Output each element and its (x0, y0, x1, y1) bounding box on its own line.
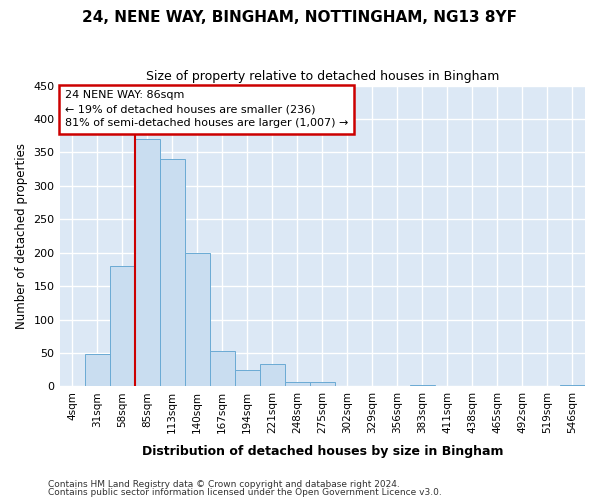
Bar (110, 266, 134, 386)
Bar (235, 370, 260, 386)
Bar (209, 351, 235, 386)
Y-axis label: Number of detached properties: Number of detached properties (15, 143, 28, 329)
Text: 24 NENE WAY: 86sqm
← 19% of detached houses are smaller (236)
81% of semi-detach: 24 NENE WAY: 86sqm ← 19% of detached hou… (65, 90, 348, 128)
Bar (260, 364, 285, 386)
Text: 24, NENE WAY, BINGHAM, NOTTINGHAM, NG13 8YF: 24, NENE WAY, BINGHAM, NOTTINGHAM, NG13 … (83, 10, 517, 25)
X-axis label: Distribution of detached houses by size in Bingham: Distribution of detached houses by size … (142, 444, 503, 458)
Text: Contains HM Land Registry data © Crown copyright and database right 2024.: Contains HM Land Registry data © Crown c… (48, 480, 400, 489)
Bar (185, 252, 209, 386)
Bar (285, 382, 310, 386)
Title: Size of property relative to detached houses in Bingham: Size of property relative to detached ho… (146, 70, 499, 83)
Bar (410, 385, 435, 386)
Bar (134, 139, 160, 386)
Bar (85, 354, 110, 386)
Bar (560, 385, 585, 386)
Bar (160, 159, 185, 386)
Bar (310, 382, 335, 386)
Text: Contains public sector information licensed under the Open Government Licence v3: Contains public sector information licen… (48, 488, 442, 497)
